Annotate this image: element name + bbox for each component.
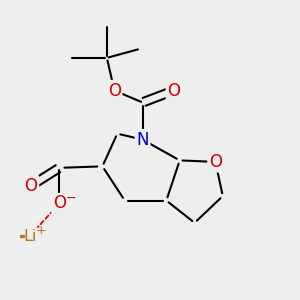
Text: O: O xyxy=(167,82,180,100)
Text: +: + xyxy=(36,224,46,237)
Text: Li: Li xyxy=(23,229,36,244)
Text: N: N xyxy=(136,130,149,148)
Text: O: O xyxy=(53,194,66,212)
Text: O: O xyxy=(25,177,38,195)
Text: O: O xyxy=(108,82,121,100)
Text: −: − xyxy=(65,192,76,205)
Text: O: O xyxy=(209,153,222,171)
